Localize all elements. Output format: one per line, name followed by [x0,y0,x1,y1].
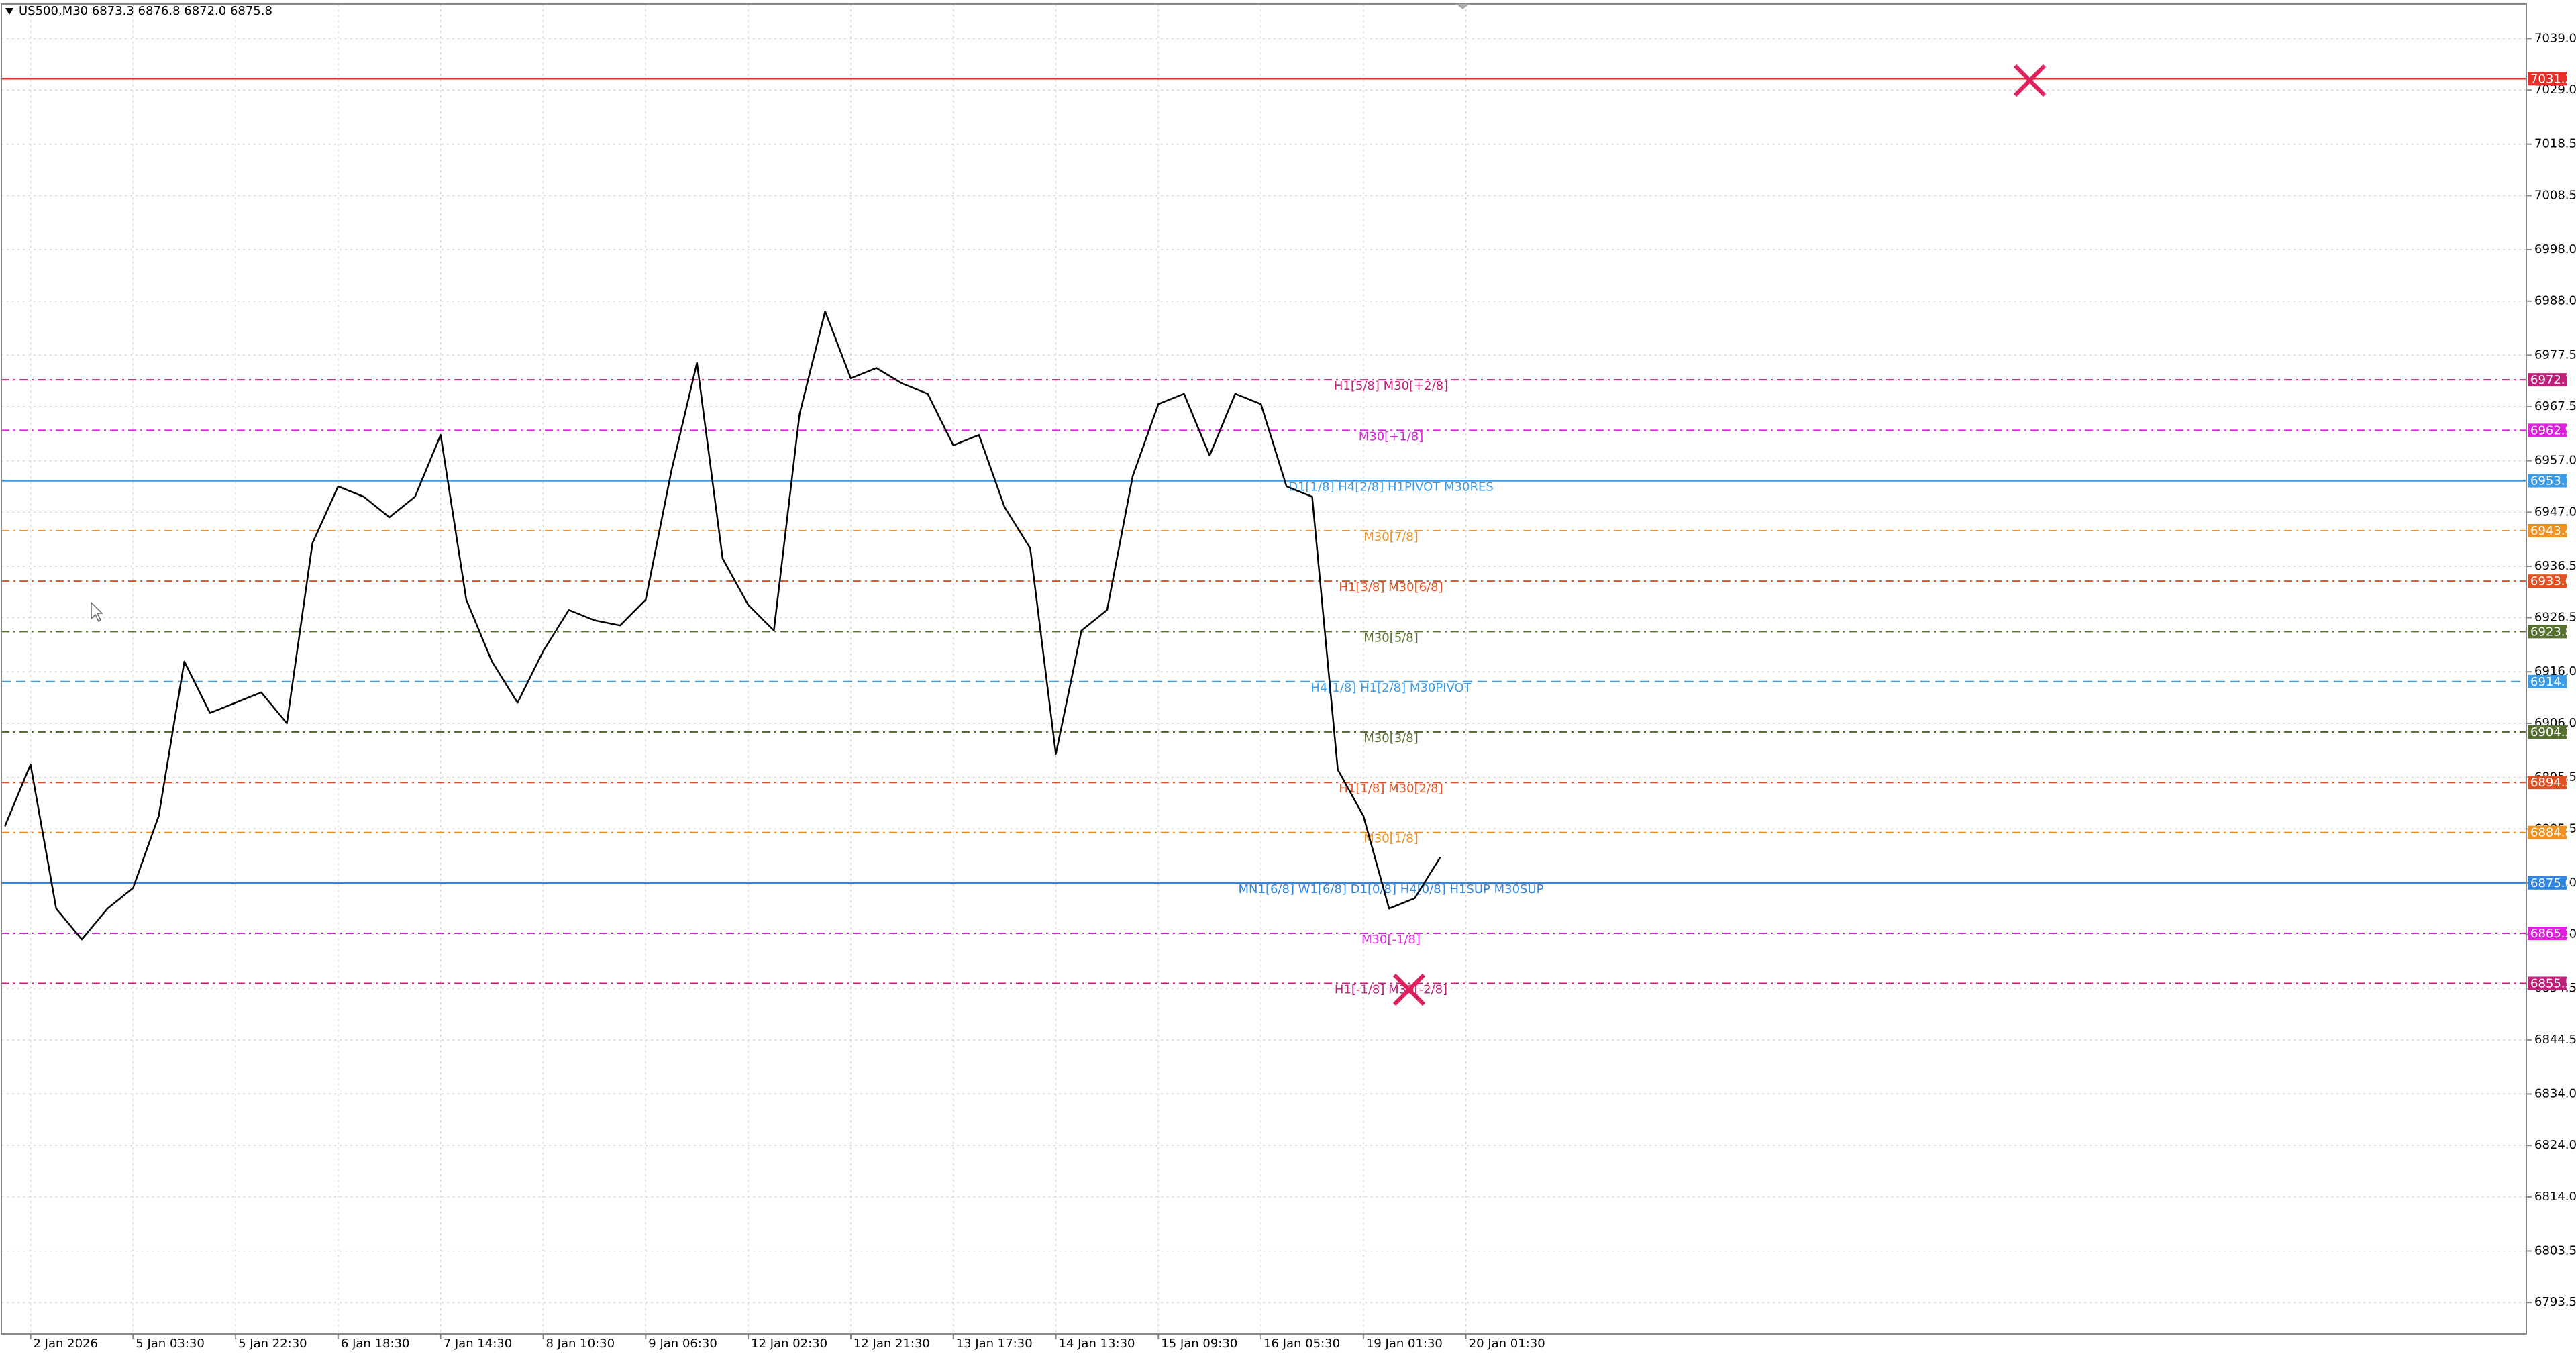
level-label: M30[1/8] [1363,832,1418,846]
x-tick-label: 8 Jan 10:30 [546,1337,615,1351]
levels: H1[5/8] M30[+2/8] M30[+1/8] D1[1/8] H4[2/8… [1,78,2526,996]
level-label: MN1[6/8] W1[6/8] D1[0/8] H4[0/8] H1SUP M… [1239,882,1544,896]
price-tag-label: 6972.7 [2530,373,2573,387]
y-tick-label: 6936.5 [2534,559,2576,573]
x-tick-label: 13 Jan 17:30 [956,1337,1033,1351]
menu-arrow[interactable] [5,8,13,15]
level-label: M30[3/8] [1363,731,1418,745]
x-tick-label: 14 Jan 13:30 [1059,1337,1135,1351]
y-tick-label: 7029.0 [2534,83,2576,97]
y-tick-label: 6977.5 [2534,348,2576,362]
mouse-cursor [91,601,103,623]
price-tag-label: 6923.8 [2530,625,2573,639]
x-tick-label: 12 Jan 02:30 [751,1337,827,1351]
x-tick-label: 20 Jan 01:30 [1469,1337,1545,1351]
y-tick-label: 6824.0 [2534,1138,2576,1152]
level-label: H1[5/8] M30[+2/8] [1334,379,1448,393]
y-tick-label: 6814.0 [2534,1190,2576,1204]
level-label: H1[1/8] M30[2/8] [1339,782,1443,796]
x-tick-label: 12 Jan 21:30 [854,1337,930,1351]
y-tick-label: 6926.5 [2534,611,2576,625]
x-tick-label: 19 Jan 01:30 [1366,1337,1443,1351]
y-tick-label: 6957.0 [2534,454,2576,468]
x-tick-label: 6 Jan 18:30 [341,1337,410,1351]
price-tag [2528,373,2567,387]
y-tick-label: 6793.5 [2534,1295,2576,1309]
x-tick-label: 16 Jan 05:30 [1264,1337,1340,1351]
price-tag [2528,423,2567,437]
plot-frame [1,3,2527,1335]
price-tag [2528,725,2567,739]
price-tag-label: 6875.0 [2530,876,2573,890]
price-tag-label: 6865.2 [2530,927,2573,941]
price-tag [2528,72,2567,86]
price-tag-label: 6904.3 [2530,725,2573,739]
price-tag [2528,574,2567,588]
price-tag-label: 6962.9 [2530,423,2573,437]
price-line [4,310,1441,941]
y-tick-label: 7018.5 [2534,137,2576,151]
x-tick-label: 9 Jan 06:30 [648,1337,717,1351]
series [4,310,1441,941]
price-tag-label: 6914.1 [2530,675,2573,689]
y-tick-label: 6834.0 [2534,1086,2576,1100]
x-tick-label: 5 Jan 03:30 [136,1337,205,1351]
y-tick-label: 6998.0 [2534,242,2576,256]
price-tag-label: 6943.4 [2530,524,2573,538]
price-tag [2528,625,2567,639]
x-tick-label: 5 Jan 22:30 [238,1337,307,1351]
level-label: H1[-1/8] M30[-2/8] [1335,982,1447,996]
price-tag [2528,825,2567,839]
x-tick-label: 2 Jan 2026 [34,1337,98,1351]
y-tick-label: 6967.5 [2534,399,2576,413]
price-tag-label: 6933.6 [2530,574,2573,588]
shift-marker [1456,4,1470,9]
price-tag [2528,976,2567,990]
y-tick-label: 6844.5 [2534,1033,2576,1047]
price-tag-label: 6855.5 [2530,976,2573,990]
price-tag-label: 6894.5 [2530,776,2573,790]
price-tag [2528,674,2567,688]
price-tag [2528,927,2567,941]
price-tag [2528,776,2567,790]
x-marker [1392,973,1426,1006]
x-marker [2013,64,2047,97]
y-tick-label: 7039.0 [2534,31,2576,45]
level-label: M30[+1/8] [1359,429,1424,444]
level-label: M30[5/8] [1363,631,1418,645]
price-tag-label: 6884.8 [2530,826,2573,840]
level-label: H1[3/8] M30[6/8] [1339,580,1443,594]
level-label: M30[7/8] [1363,530,1418,544]
x-tick-label: 7 Jan 14:30 [444,1337,513,1351]
price-tag-label: 7031.2 [2530,72,2573,86]
price-tag [2528,474,2567,488]
price-tag-label: 6953.1 [2530,474,2573,488]
chart-title: US500,M30 6873.3 6876.8 6872.0 6875.8 [19,4,272,18]
level-label: D1[1/8] H4[2/8] H1PIVOT M30RES [1288,480,1494,494]
price-tag [2528,876,2567,890]
y-tick-label: 6988.0 [2534,294,2576,308]
y-tick-label: 6803.5 [2534,1243,2576,1257]
y-tick-label: 6947.0 [2534,505,2576,519]
level-label: H4[1/8] H1[2/8] M30PIVOT [1310,681,1472,695]
price-tag [2528,523,2567,537]
level-label: M30[-1/8] [1361,933,1421,947]
x-tick-label: 15 Jan 09:30 [1161,1337,1237,1351]
y-tick-label: 7008.5 [2534,188,2576,202]
